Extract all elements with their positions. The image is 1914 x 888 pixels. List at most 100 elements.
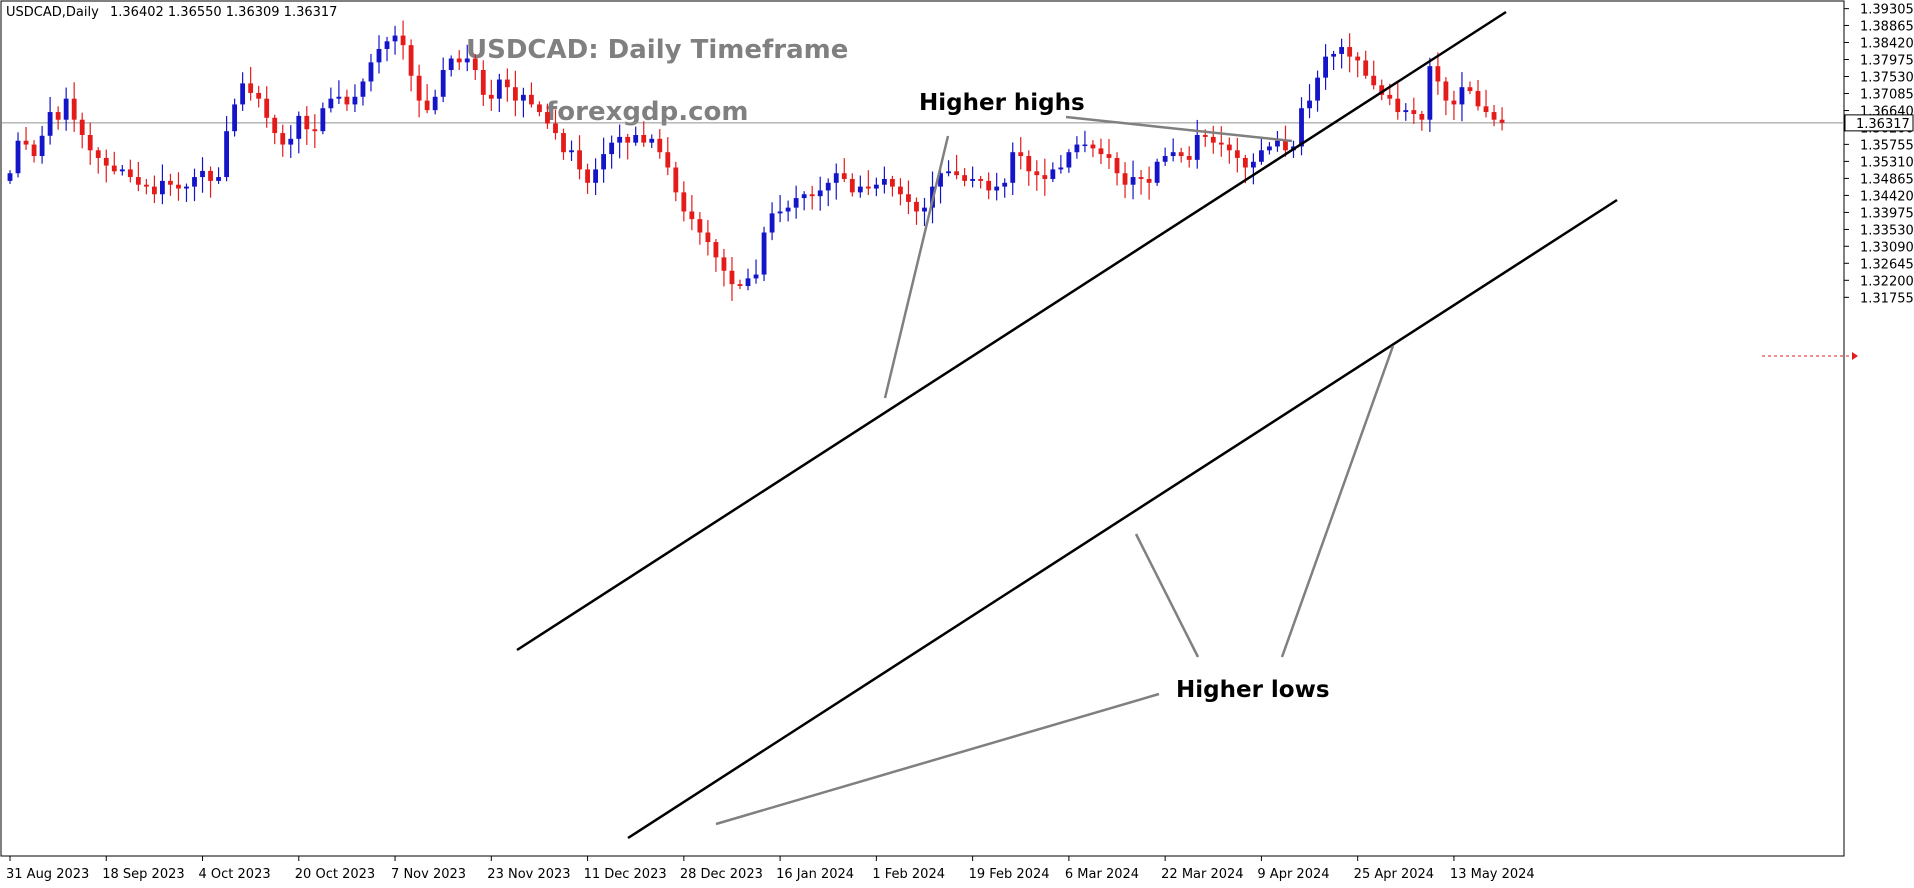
- candle: [1138, 169, 1144, 195]
- candle: [208, 166, 213, 198]
- candle: [753, 259, 759, 284]
- candle: [529, 82, 534, 108]
- overlay-title: USDCAD: Daily Timeframe: [466, 35, 848, 65]
- candle: [127, 159, 133, 183]
- candle: [561, 128, 566, 160]
- candle-body: [63, 98, 69, 120]
- candle: [1331, 50, 1337, 70]
- candle-body: [95, 150, 101, 158]
- candle-body: [857, 186, 863, 193]
- candle-body: [946, 171, 951, 174]
- candle-body: [151, 186, 157, 195]
- candle: [160, 164, 165, 205]
- channel-upper-line: [516, 10, 1507, 652]
- candle-body: [1403, 110, 1409, 113]
- candle-body: [216, 177, 221, 181]
- candle-body: [352, 96, 358, 105]
- candle: [649, 134, 655, 148]
- candle: [1122, 162, 1128, 199]
- candle-body: [416, 75, 422, 101]
- candle: [135, 161, 141, 192]
- candle: [512, 70, 518, 117]
- pointer-higher-lows-3: [1280, 345, 1395, 658]
- candle: [216, 167, 221, 184]
- y-tick-label: 1.37530: [1860, 71, 1914, 86]
- candle: [1194, 119, 1200, 169]
- candle-body: [1363, 60, 1369, 76]
- pointer-higher-highs-1: [883, 135, 950, 399]
- candle-body: [472, 58, 478, 70]
- candle: [352, 84, 358, 113]
- candle: [769, 202, 775, 241]
- current-price-tag: [1844, 114, 1914, 132]
- candle-body: [296, 115, 302, 139]
- candle-body: [208, 170, 213, 181]
- candles: [7, 20, 1505, 301]
- candle: [601, 137, 607, 183]
- candle: [264, 86, 270, 128]
- candle: [1018, 137, 1024, 170]
- candle: [954, 154, 959, 180]
- candle-body: [761, 232, 767, 275]
- candle: [938, 167, 943, 204]
- candle-body: [1331, 53, 1337, 57]
- candle-body: [1379, 85, 1385, 95]
- candle: [496, 73, 502, 113]
- candle-body: [432, 96, 438, 111]
- x-tick-label: 20 Oct 2023: [295, 867, 375, 882]
- candle-body: [657, 138, 663, 153]
- candle: [280, 124, 286, 157]
- candle-body: [256, 92, 262, 99]
- candle-body: [617, 136, 623, 143]
- candle-body: [898, 186, 903, 195]
- x-tick-label: 1 Feb 2024: [872, 867, 945, 882]
- candle-body: [1491, 112, 1497, 120]
- candle: [737, 279, 743, 290]
- candle-body: [39, 135, 45, 157]
- candle: [1267, 142, 1272, 155]
- candle: [537, 101, 542, 117]
- candle: [801, 191, 807, 211]
- candle-body: [793, 198, 799, 208]
- candle-body: [168, 180, 173, 185]
- candle: [881, 166, 887, 194]
- candle: [665, 137, 671, 176]
- candle-body: [1226, 144, 1232, 151]
- candle-body: [569, 150, 574, 153]
- candle: [7, 170, 13, 184]
- candle: [1098, 138, 1104, 165]
- header-symbol: USDCAD,Daily: [6, 5, 99, 20]
- candle: [184, 183, 189, 202]
- candle-body: [1170, 152, 1176, 157]
- candle: [1170, 138, 1176, 162]
- candle: [256, 85, 262, 108]
- candle-body: [127, 169, 133, 178]
- candle: [1186, 146, 1192, 168]
- candle: [151, 175, 157, 204]
- candle-body: [938, 173, 943, 187]
- candle: [865, 170, 871, 196]
- candle-body: [1202, 135, 1208, 137]
- candle: [633, 126, 639, 146]
- candle: [1411, 97, 1417, 124]
- candle: [55, 106, 61, 130]
- candle-body: [1315, 77, 1320, 101]
- candle-body: [1146, 178, 1152, 183]
- candle: [1010, 142, 1016, 196]
- candle-body: [1267, 146, 1272, 151]
- candle-body: [713, 242, 719, 258]
- candle-body: [184, 186, 189, 189]
- candle: [23, 126, 29, 150]
- candle-body: [1259, 150, 1264, 162]
- candle: [1339, 38, 1345, 69]
- candle: [1146, 166, 1152, 200]
- header-ohlc: 1.36402 1.36550 1.36309 1.36317: [110, 5, 337, 20]
- candle: [408, 39, 414, 92]
- candle-body: [488, 94, 494, 99]
- candle-body: [1034, 171, 1040, 176]
- candle-body: [785, 207, 791, 212]
- candle-body: [248, 83, 254, 93]
- candle: [168, 173, 173, 196]
- candle: [1275, 130, 1280, 152]
- candle-body: [240, 83, 246, 105]
